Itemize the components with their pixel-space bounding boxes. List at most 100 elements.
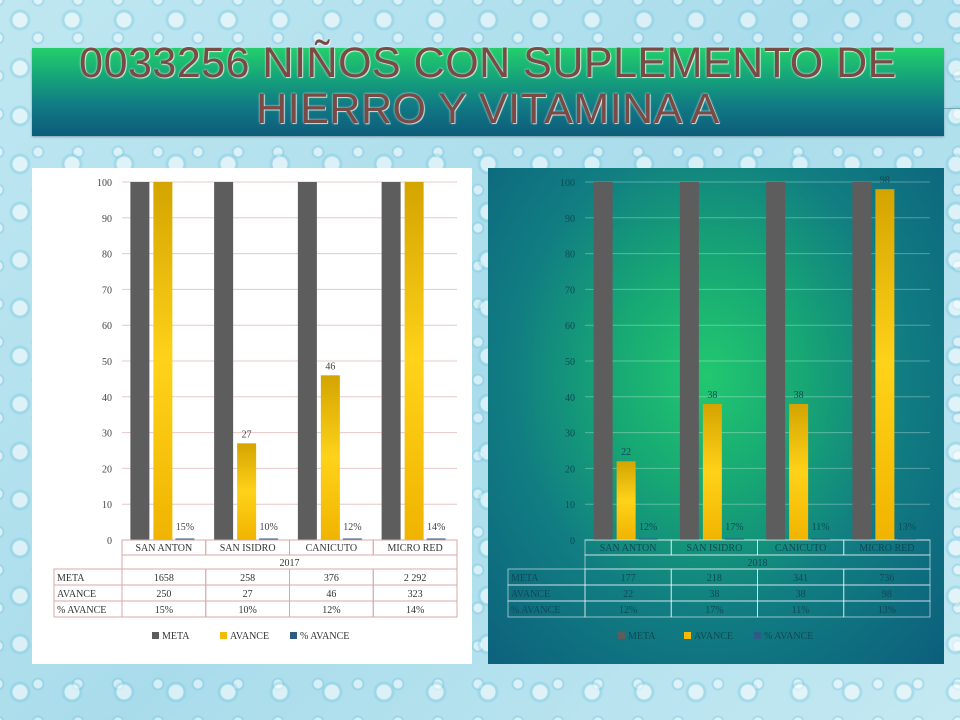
table-row-label: % AVANCE (511, 605, 560, 616)
x-category-label: MICRO RED (859, 543, 914, 554)
data-label-avance: 38 (794, 390, 804, 401)
legend-entry: META (162, 631, 190, 642)
table-cell-value: 15% (155, 605, 173, 616)
legend-swatch (220, 632, 227, 639)
data-label-pct: 12% (343, 522, 361, 533)
bar-pct-avance (724, 538, 744, 540)
data-label-pct: 15% (176, 522, 194, 533)
legend-entry: AVANCE (230, 631, 269, 642)
legend-entry: % AVANCE (300, 631, 349, 642)
bar-avance (702, 403, 722, 540)
data-label-pct: 10% (259, 522, 277, 533)
bar-pct-avance (342, 538, 362, 540)
table-cell-value: 17% (705, 605, 723, 616)
legend-entry: AVANCE (694, 631, 733, 642)
bar-meta (593, 182, 613, 540)
data-label-pct: 11% (812, 522, 830, 533)
x-category-label: SAN ANTON (135, 543, 192, 554)
table-cell-value: 22 (623, 589, 633, 600)
y-tick-label: 100 (560, 178, 575, 189)
y-tick-label: 30 (565, 429, 575, 440)
x-category-label: SAN ISIDRO (686, 543, 742, 554)
table-cell-value: 38 (796, 589, 806, 600)
x-axis-year-label: 2017 (280, 558, 300, 569)
y-tick-label: 10 (102, 500, 112, 511)
x-category-label: SAN ISIDRO (220, 543, 276, 554)
bar-pct-avance (897, 538, 917, 540)
chart-2018: 0 10 20 30 40 50 60 70 80 90 100 22 12% 38 17% 38 11% 98 1… (507, 175, 931, 642)
legend-swatch (152, 632, 159, 639)
bar-avance (875, 189, 895, 540)
table-cell-value: 11% (792, 605, 810, 616)
table-cell-value: 218 (707, 573, 722, 584)
y-tick-label: 70 (565, 285, 575, 296)
y-tick-label: 50 (565, 357, 575, 368)
table-cell-value: 250 (156, 589, 171, 600)
y-tick-label: 60 (102, 321, 112, 332)
table-row-label: META (511, 573, 539, 584)
chart-2017: 0 10 20 30 40 50 60 70 80 90 100 15% 27 10% 46 12% 14% SA… (53, 178, 458, 642)
bar-pct-avance (259, 538, 279, 540)
table-cell-value: 12% (619, 605, 637, 616)
bar-avance (237, 443, 257, 540)
table-cell-value: 12% (322, 605, 340, 616)
bar-avance (320, 375, 340, 540)
data-label-pct: 13% (898, 522, 916, 533)
legend-swatch (684, 632, 691, 639)
table-cell (843, 600, 931, 618)
table-cell-value: 376 (324, 573, 339, 584)
bar-avance (616, 461, 636, 540)
y-tick-label: 20 (102, 464, 112, 475)
table-cell-value: 177 (621, 573, 636, 584)
legend-entry: % AVANCE (764, 631, 813, 642)
bar-meta (679, 182, 699, 540)
bar-meta (130, 182, 150, 540)
bar-avance (404, 182, 424, 540)
table-cell-value: 10% (238, 605, 256, 616)
title-banner (32, 48, 944, 136)
y-tick-label: 40 (565, 393, 575, 404)
data-label-avance: 22 (621, 447, 631, 458)
x-category-label: CANICUTO (306, 543, 357, 554)
table-cell-value: 1658 (154, 573, 174, 584)
table-cell-value: 13% (878, 605, 896, 616)
bar-pct-avance (426, 538, 446, 540)
y-tick-label: 40 (102, 393, 112, 404)
table-cell-value: 46 (326, 589, 336, 600)
y-tick-label: 50 (102, 357, 112, 368)
data-label-pct: 12% (639, 522, 657, 533)
data-label-avance: 38 (707, 390, 717, 401)
y-tick-label: 90 (565, 214, 575, 225)
y-tick-label: 60 (565, 321, 575, 332)
table-row-label: META (57, 573, 85, 584)
bar-meta (214, 182, 234, 540)
legend-entry: META (628, 631, 656, 642)
bar-avance (789, 403, 809, 540)
y-tick-label: 100 (97, 178, 112, 189)
table-cell-value: 2 292 (404, 573, 427, 584)
bar-meta (297, 182, 317, 540)
table-cell-value: 27 (243, 589, 253, 600)
y-tick-label: 0 (570, 536, 575, 547)
y-tick-label: 80 (565, 250, 575, 261)
data-label-avance: 27 (242, 429, 252, 440)
table-cell-value: 38 (709, 589, 719, 600)
bar-avance (153, 182, 173, 540)
table-cell-value: 323 (408, 589, 423, 600)
bar-meta (766, 182, 786, 540)
bar-pct-avance (811, 538, 831, 540)
table-cell-value: 98 (882, 589, 892, 600)
title-line-1: 0033256 NIÑOS CON SUPLEMENTO DE (79, 39, 897, 87)
y-tick-label: 0 (107, 536, 112, 547)
table-row-label: % AVANCE (57, 605, 106, 616)
legend-swatch (618, 632, 625, 639)
bar-meta (381, 182, 401, 540)
table-row-label: AVANCE (57, 589, 96, 600)
y-tick-label: 30 (102, 429, 112, 440)
slide-title: 0033256 NIÑOS CON SUPLEMENTO DE HIERRO Y… (32, 40, 944, 132)
y-tick-label: 20 (565, 464, 575, 475)
bar-pct-avance (175, 538, 195, 540)
y-tick-label: 10 (565, 500, 575, 511)
table-cell-value: 14% (406, 605, 424, 616)
x-axis-year-label: 2018 (748, 558, 768, 569)
